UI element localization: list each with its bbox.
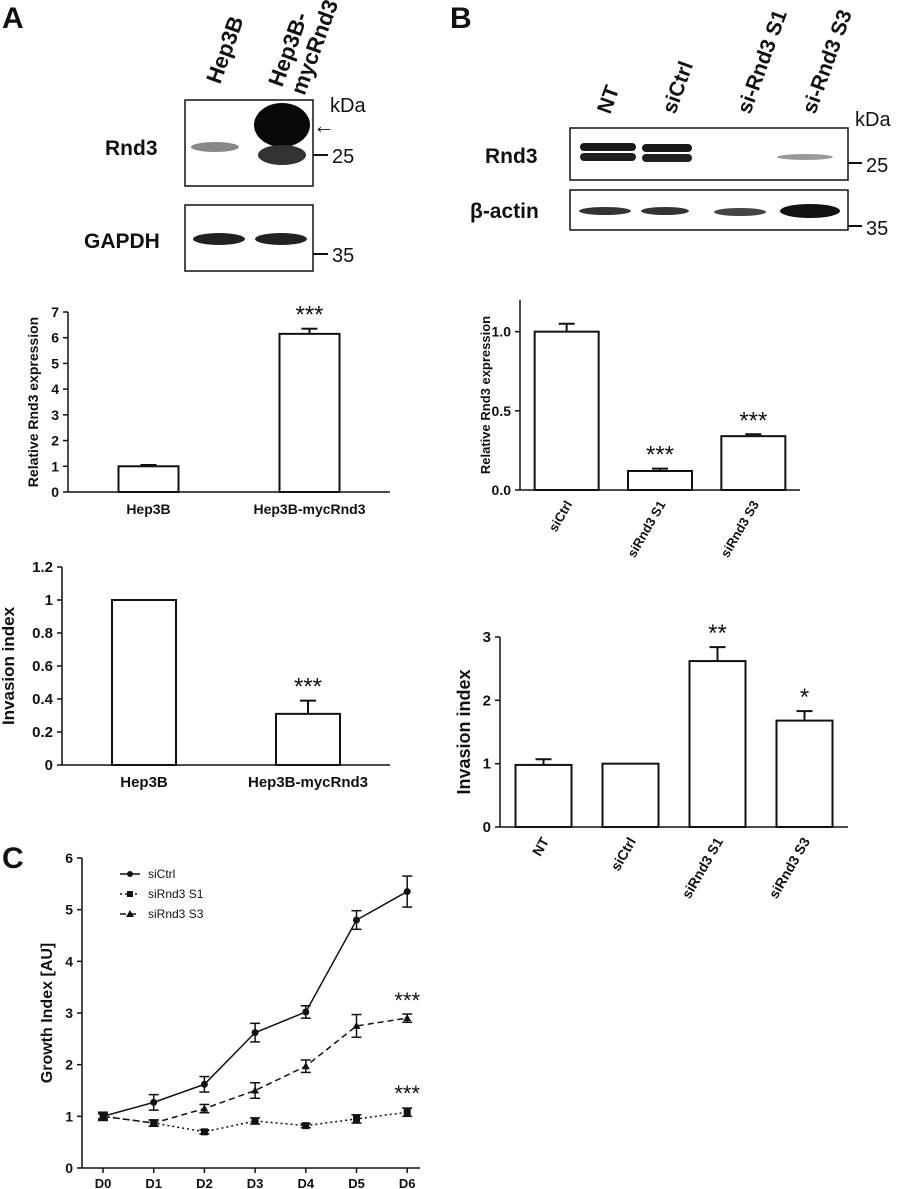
- y-axis-label: Invasion index: [454, 669, 474, 794]
- y-tick-label: 1: [45, 592, 53, 609]
- data-point: [302, 1008, 310, 1016]
- bar: [720, 435, 787, 491]
- x-tick-label: Hep3B: [120, 774, 168, 791]
- y-tick-label: 4: [51, 381, 59, 397]
- y-axis-label-group: Invasion index: [454, 669, 474, 794]
- bar: [688, 660, 747, 828]
- x-tick-label: D4: [297, 1176, 314, 1189]
- y-tick-label: 0.5: [492, 403, 512, 419]
- y-tick-label: 2: [483, 692, 491, 709]
- y-tick-label: 1: [65, 1108, 73, 1124]
- data-point: [353, 1115, 360, 1123]
- y-tick-label: 6: [65, 850, 73, 866]
- x-tick-label: D6: [399, 1176, 416, 1189]
- data-point: [403, 1108, 411, 1116]
- data-point: [149, 1119, 158, 1127]
- y-tick-label: 0.4: [32, 691, 54, 708]
- panel-letter-a: A: [2, 2, 24, 35]
- y-tick-label: 0: [483, 819, 491, 836]
- data-point: [99, 1112, 107, 1120]
- legend-marker: [127, 871, 133, 877]
- y-tick-label: 1.2: [32, 559, 53, 576]
- y-tick-label: 1: [51, 458, 59, 474]
- data-point: [251, 1117, 259, 1125]
- y-tick-label: 0.8: [32, 625, 53, 642]
- data-point: [251, 1029, 259, 1037]
- data-point: [302, 1122, 310, 1130]
- y-axis-label: Growth Index [AU]: [39, 943, 56, 1083]
- x-tick-label: D5: [348, 1176, 365, 1189]
- y-tick-label: 0.0: [492, 482, 512, 498]
- y-axis-label-group: Relative Rnd3 expression: [478, 316, 493, 474]
- y-tick-label: 7: [51, 304, 59, 320]
- y-tick-label: 6: [51, 330, 59, 346]
- data-point: [301, 1062, 310, 1070]
- y-tick-label: 2: [51, 433, 59, 449]
- data-point: [403, 888, 411, 896]
- y-axis-label-group: Growth Index [AU]: [39, 943, 56, 1083]
- x-tick-label: D3: [247, 1176, 264, 1189]
- legend-label: siRnd3 S1: [148, 887, 204, 901]
- bar: [275, 712, 341, 766]
- x-tick-label: Hep3B-mycRnd3: [253, 501, 365, 517]
- y-tick-label: 0.6: [32, 658, 53, 675]
- y-axis-label-group: Invasion index: [0, 606, 18, 725]
- x-tick-label: D2: [196, 1176, 213, 1189]
- data-point: [251, 1086, 260, 1094]
- y-tick-label: 5: [51, 355, 59, 371]
- y-tick-label: 2: [65, 1057, 73, 1073]
- data-point: [200, 1128, 208, 1136]
- data-point: [150, 1098, 158, 1106]
- bar: [601, 762, 660, 829]
- data-point: [403, 1014, 412, 1022]
- bar: [117, 465, 180, 493]
- legend-label: siRnd3 S3: [148, 907, 204, 921]
- y-axis-label: Relative Rnd3 expression: [25, 317, 41, 487]
- data-point: [353, 916, 360, 924]
- panel-letter-c: C: [2, 842, 24, 875]
- y-axis-label: Relative Rnd3 expression: [478, 316, 493, 474]
- y-tick-label: 3: [65, 1005, 73, 1021]
- significance-label: ***: [394, 988, 420, 1013]
- legend-marker: [126, 910, 134, 917]
- x-tick-label: Hep3B: [126, 501, 170, 517]
- y-axis-label-group: Relative Rnd3 expression: [25, 317, 41, 487]
- y-tick-label: 4: [65, 953, 73, 969]
- x-tick-label: Hep3B-mycRnd3: [248, 774, 368, 791]
- data-point: [200, 1080, 208, 1088]
- y-tick-label: 1: [483, 756, 491, 773]
- y-tick-label: 3: [483, 629, 491, 646]
- legend-label: siCtrl: [148, 867, 175, 881]
- y-tick-label: 0: [51, 484, 59, 500]
- x-tick-label: D0: [95, 1176, 112, 1189]
- x-tick-label: D1: [145, 1176, 162, 1189]
- significance-label: **: [708, 620, 727, 647]
- y-tick-label: 1.0: [492, 324, 512, 340]
- significance-label: ***: [295, 302, 323, 329]
- significance-label: ***: [294, 674, 322, 701]
- panel-letter-b: B: [450, 2, 472, 35]
- y-axis-label: Invasion index: [0, 606, 18, 725]
- significance-label: ***: [646, 442, 674, 469]
- significance-label: ***: [739, 407, 767, 434]
- legend-marker: [127, 891, 133, 897]
- data-point: [352, 1021, 361, 1029]
- y-tick-label: 5: [65, 902, 73, 918]
- significance-label: ***: [394, 1081, 420, 1106]
- y-tick-label: 0.2: [32, 724, 53, 741]
- bar: [111, 599, 177, 766]
- data-point: [200, 1104, 209, 1112]
- y-tick-label: 3: [51, 407, 59, 423]
- y-tick-label: 0: [65, 1160, 73, 1176]
- y-tick-label: 0: [45, 757, 53, 774]
- significance-label: *: [800, 684, 809, 711]
